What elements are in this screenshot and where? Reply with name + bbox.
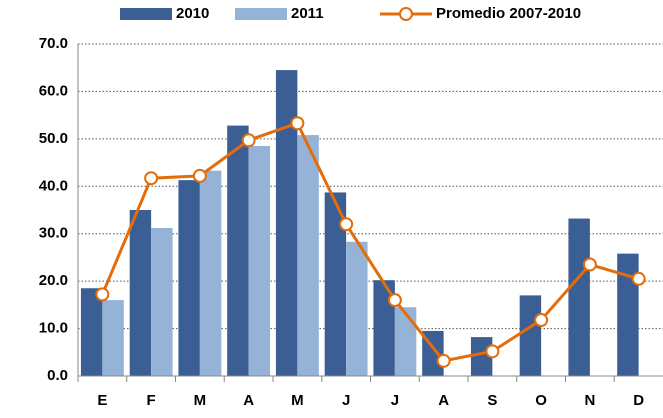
- x-tick-label: S: [487, 392, 497, 409]
- bar: [80, 288, 103, 376]
- legend-label: 2010: [176, 5, 209, 22]
- bar: [519, 295, 542, 376]
- x-tick-label: E: [97, 392, 107, 409]
- bar: [178, 180, 200, 376]
- bar: [394, 307, 417, 376]
- y-tick-label: 50.0: [39, 130, 68, 147]
- x-tick-label: M: [291, 392, 304, 409]
- bar: [227, 125, 249, 376]
- bar: [568, 218, 590, 376]
- line-marker: [339, 217, 354, 232]
- legend-label: Promedio 2007-2010: [436, 5, 581, 22]
- bar: [129, 210, 152, 376]
- bar: [151, 228, 173, 376]
- bar: [275, 70, 298, 376]
- line-marker: [534, 313, 549, 328]
- line-marker: [485, 344, 500, 359]
- x-tick-label: A: [438, 392, 449, 409]
- bar: [617, 253, 639, 376]
- bar: [324, 192, 347, 376]
- x-tick-label: O: [535, 392, 547, 409]
- y-tick-label: 0.0: [47, 367, 68, 384]
- line-marker: [631, 271, 646, 286]
- x-tick-label: F: [147, 392, 156, 409]
- line-marker: [436, 353, 451, 368]
- bar: [102, 300, 124, 376]
- bar: [248, 145, 271, 376]
- y-tick-label: 70.0: [39, 35, 68, 52]
- x-tick-label: D: [633, 392, 644, 409]
- y-tick-label: 40.0: [39, 177, 68, 194]
- line-marker: [290, 116, 305, 131]
- x-tick-label: J: [391, 392, 399, 409]
- line-marker: [241, 133, 256, 148]
- legend-marker: [399, 7, 413, 21]
- bar: [297, 135, 319, 376]
- bar: [346, 241, 368, 376]
- x-tick-label: J: [342, 392, 350, 409]
- line-marker: [582, 257, 597, 272]
- line: [100, 121, 640, 363]
- legend-swatch: [235, 8, 287, 20]
- y-tick-label: 30.0: [39, 225, 68, 242]
- line-marker: [144, 171, 159, 186]
- x-tick-label: M: [194, 392, 207, 409]
- line-marker: [95, 287, 110, 302]
- y-tick-label: 10.0: [39, 320, 68, 337]
- legend-swatch: [120, 8, 172, 20]
- bar: [199, 170, 222, 376]
- x-tick-label: N: [584, 392, 595, 409]
- y-tick-label: 20.0: [39, 272, 68, 289]
- line-marker: [192, 168, 207, 183]
- y-tick-label: 60.0: [39, 82, 68, 99]
- line-marker: [387, 293, 402, 308]
- bar: [470, 337, 493, 376]
- x-tick-label: A: [243, 392, 254, 409]
- legend-label: 2011: [291, 5, 324, 22]
